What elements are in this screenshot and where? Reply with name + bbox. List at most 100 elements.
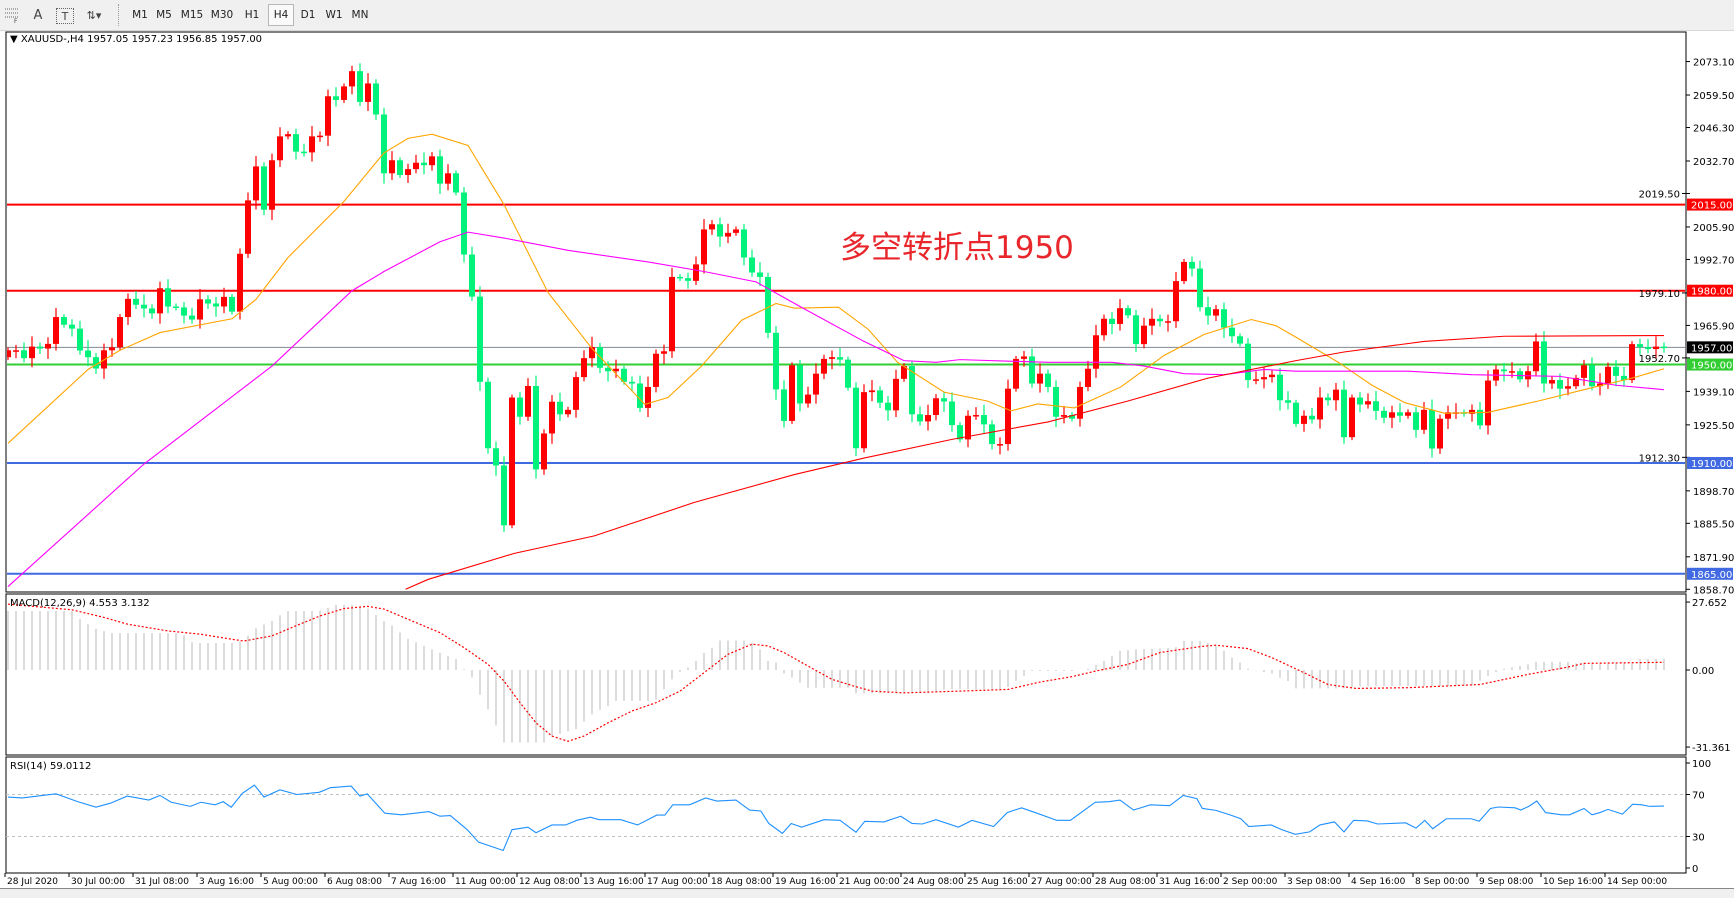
rsi-line xyxy=(7,784,1665,852)
candle-body xyxy=(469,254,475,297)
candle-body xyxy=(13,350,19,352)
candle-body xyxy=(485,381,491,449)
price-axis-label: 2073.10 xyxy=(1693,58,1734,69)
bear-candle xyxy=(141,294,147,318)
candle-body xyxy=(53,317,59,344)
text-tool-icon[interactable]: A xyxy=(33,7,43,23)
bull-candle xyxy=(1549,375,1555,389)
candle-body xyxy=(1421,409,1427,430)
candle-body xyxy=(37,346,43,349)
bear-candle xyxy=(21,342,27,363)
time-axis-label: 27 Aug 00:00 xyxy=(1031,877,1092,887)
candle-body xyxy=(1405,412,1411,416)
bear-candle xyxy=(1381,406,1387,424)
candle-body xyxy=(1061,415,1067,417)
timeframe-m5[interactable]: M5 xyxy=(156,9,172,21)
bull-candle xyxy=(925,404,931,431)
bear-candle xyxy=(437,149,443,194)
timeframe-mn[interactable]: MN xyxy=(351,9,369,21)
candle-body xyxy=(1269,374,1275,378)
timeframe-h1[interactable]: H1 xyxy=(244,9,260,21)
symbol-ohlc-text: XAUUSD-,H4 1957.05 1957.23 1956.85 1957.… xyxy=(20,34,263,45)
bear-candle xyxy=(1557,373,1563,400)
candle-body xyxy=(1365,401,1371,405)
time-axis-label: 28 Aug 08:00 xyxy=(1095,877,1156,887)
bear-candle xyxy=(1125,305,1131,319)
main-plot xyxy=(7,63,1685,590)
price-axis-label: 1992.70 xyxy=(1693,255,1734,266)
price-level-label-bg xyxy=(1687,284,1733,297)
candle-body xyxy=(117,317,123,348)
candle-body xyxy=(373,83,379,115)
bear-candle xyxy=(741,224,747,266)
candle-body xyxy=(917,414,923,422)
time-axis-label: 31 Jul 08:00 xyxy=(135,877,189,887)
bull-candle xyxy=(1365,393,1371,409)
time-axis-label: 21 Aug 00:00 xyxy=(839,877,900,887)
candle-body xyxy=(741,229,747,258)
text-label-icon[interactable]: T xyxy=(56,8,74,24)
candle-body xyxy=(397,160,403,176)
bull-candle xyxy=(693,256,699,286)
price-level-label-bg xyxy=(1687,457,1733,470)
bull-candle xyxy=(413,154,419,174)
bull-candle xyxy=(589,336,595,368)
bear-candle xyxy=(189,307,195,324)
bear-candle xyxy=(917,406,923,426)
timeframe-h4[interactable]: H4 xyxy=(268,4,294,26)
time-axis-label: 7 Aug 16:00 xyxy=(391,877,446,887)
period-separator-icon[interactable]: F xyxy=(4,5,20,25)
candle-body xyxy=(1165,321,1171,323)
candle-body xyxy=(301,151,307,154)
candle-body xyxy=(549,401,555,434)
timeframe-w1[interactable]: W1 xyxy=(325,9,343,21)
candle-body xyxy=(573,377,579,410)
candle-body xyxy=(1565,386,1571,389)
candle-body xyxy=(1157,318,1163,322)
arrows-dropdown-icon[interactable]: ⇅▾ xyxy=(86,8,102,22)
bull-candle xyxy=(973,407,979,420)
candle-body xyxy=(789,365,795,421)
time-axis-label: 31 Aug 16:00 xyxy=(1159,877,1220,887)
candle-body xyxy=(277,136,283,161)
bull-candle xyxy=(1349,394,1355,441)
bear-candle xyxy=(477,286,483,391)
candle-body xyxy=(765,276,771,333)
candle-body xyxy=(709,224,715,230)
bear-candle xyxy=(1109,312,1115,335)
bull-candle xyxy=(445,164,451,191)
bull-candle xyxy=(285,131,291,140)
candle-body xyxy=(1253,379,1259,381)
chart-symbol-header[interactable]: ▼ XAUUSD-,H4 1957.05 1957.23 1956.85 195… xyxy=(10,34,262,45)
bull-candle xyxy=(1653,336,1659,359)
bear-candle xyxy=(1157,314,1163,327)
bear-candle xyxy=(1045,369,1051,393)
rsi-axis-label: 0 xyxy=(1692,864,1698,875)
candle-body xyxy=(1605,366,1611,384)
bear-candle xyxy=(605,361,611,382)
bear-candle xyxy=(485,377,491,454)
candle-body xyxy=(941,398,947,402)
timeframe-m1[interactable]: M1 xyxy=(132,9,148,21)
time-axis-label: 25 Aug 16:00 xyxy=(967,877,1028,887)
candle-body xyxy=(1029,356,1035,384)
bull-candle xyxy=(861,384,867,453)
candle-body xyxy=(1325,397,1331,401)
candle-body xyxy=(221,296,227,307)
bear-candle xyxy=(1293,399,1299,427)
bull-candle xyxy=(733,226,739,236)
candle-body xyxy=(669,276,675,352)
price-level-label-bg xyxy=(1687,567,1733,580)
time-axis-label: 5 Aug 00:00 xyxy=(263,877,318,887)
candle-body xyxy=(1077,386,1083,419)
timeframe-m30[interactable]: M30 xyxy=(210,9,234,21)
timeframe-d1[interactable]: D1 xyxy=(300,9,316,21)
timeframe-m15[interactable]: M15 xyxy=(180,9,204,21)
candle-body xyxy=(381,114,387,174)
candle-body xyxy=(125,298,131,318)
dropdown-triangle-icon[interactable]: ▼ xyxy=(10,34,21,45)
svg-text:F: F xyxy=(14,18,18,24)
candle-body xyxy=(109,347,115,351)
macd-panel-frame xyxy=(5,593,1687,756)
